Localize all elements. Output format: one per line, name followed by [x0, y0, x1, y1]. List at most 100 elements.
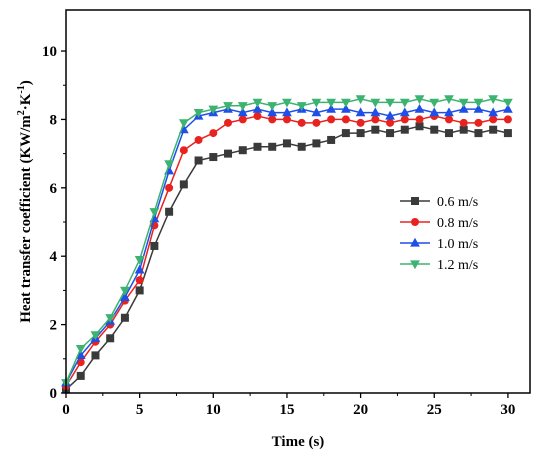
data-point-triangle-up — [252, 103, 263, 113]
y-tick-label: 0 — [50, 386, 58, 402]
data-point-triangle-down — [385, 98, 395, 108]
data-point-square — [76, 371, 85, 380]
data-point-triangle-up — [134, 264, 145, 274]
legend-label: 0.6 m/s — [437, 195, 478, 210]
plot-frame — [65, 9, 531, 394]
data-point-triangle-down — [429, 98, 440, 108]
data-point-triangle-down — [355, 95, 366, 105]
data-point-square — [120, 313, 129, 322]
y-axis-title-base: Heat transfer coefficient (KW/m — [18, 115, 34, 323]
x-tick-label: 5 — [136, 402, 144, 418]
x-tick-label: 10 — [206, 402, 221, 418]
y-axis-title-end: ) — [18, 80, 34, 85]
data-point-triangle-down — [164, 160, 174, 170]
data-point-triangle-up — [503, 103, 513, 113]
data-point-triangle-up — [473, 103, 484, 113]
data-point-triangle-down — [178, 119, 189, 129]
data-point-square — [282, 139, 291, 148]
data-point-triangle-down — [458, 98, 469, 108]
data-point-circle — [297, 118, 306, 127]
data-point-triangle-up — [458, 103, 469, 113]
data-point-triangle-down — [208, 105, 219, 115]
data-point-square — [150, 241, 159, 250]
data-point-circle — [253, 112, 262, 121]
data-point-square — [135, 286, 144, 295]
y-axis-title-mid: ·K — [18, 93, 34, 110]
data-point-square — [356, 129, 365, 138]
y-tick-label: 4 — [50, 249, 58, 265]
series-1-2-m-s — [61, 95, 513, 388]
data-point-triangle-down — [267, 102, 278, 111]
data-point-triangle-down — [252, 98, 263, 108]
data-point-square — [474, 129, 483, 138]
data-point-square — [489, 125, 498, 134]
data-point-square — [165, 207, 174, 216]
legend-item: 1.2 m/s — [400, 258, 478, 273]
data-point-circle — [371, 115, 380, 124]
data-point-square — [371, 125, 380, 134]
data-point-triangle-up — [444, 107, 454, 117]
data-point-square — [106, 334, 115, 343]
data-point-circle — [386, 118, 395, 127]
data-point-square — [386, 129, 395, 138]
data-point-triangle-up — [326, 103, 337, 113]
data-point-square — [224, 149, 233, 158]
data-point-triangle-down — [134, 256, 145, 265]
data-point-triangle-up — [370, 107, 381, 117]
legend: 0.6 m/s 0.8 m/s 1.0 m/s 1.2 m/s — [400, 195, 478, 273]
data-point-circle — [489, 115, 498, 124]
data-point-triangle-up — [399, 107, 410, 117]
x-tick-label: 0 — [62, 402, 70, 418]
data-point-triangle-down — [473, 98, 484, 108]
data-point-circle — [268, 115, 277, 124]
data-point-triangle-down — [149, 208, 160, 217]
data-point-square — [430, 125, 439, 134]
data-point-square — [410, 196, 419, 205]
data-point-square — [341, 129, 350, 138]
data-point-circle — [356, 118, 365, 127]
data-point-triangle-up — [429, 107, 440, 117]
y-tick-label: 6 — [50, 181, 58, 197]
data-point-circle — [444, 115, 453, 124]
data-point-triangle-down — [503, 98, 513, 108]
y-tick-label: 10 — [42, 44, 57, 60]
data-point-triangle-down — [444, 95, 454, 105]
data-point-triangle-up — [282, 107, 292, 117]
data-point-triangle-down — [399, 98, 410, 108]
data-point-square — [91, 351, 100, 360]
data-point-triangle-up — [237, 107, 248, 117]
data-point-triangle-down — [237, 102, 248, 111]
data-point-circle — [400, 115, 409, 124]
data-point-circle — [312, 118, 321, 127]
axes-layer — [65, 9, 531, 394]
data-point-circle — [459, 118, 468, 127]
data-point-triangle-up — [355, 107, 366, 117]
data-point-triangle-down — [90, 331, 101, 341]
data-point-circle — [238, 115, 247, 124]
x-tick-label: 30 — [500, 402, 515, 418]
data-point-triangle-up — [410, 237, 420, 247]
data-point-triangle-up — [120, 292, 130, 301]
data-point-circle — [503, 115, 512, 124]
data-point-square — [327, 135, 336, 144]
x-tick-label: 25 — [427, 402, 442, 418]
y-tick-label: 8 — [50, 112, 58, 128]
data-point-square — [238, 146, 247, 155]
legend-item: 0.6 m/s — [400, 195, 478, 210]
data-point-circle — [282, 115, 291, 124]
legend-item: 0.8 m/s — [400, 216, 478, 231]
data-point-circle — [410, 217, 419, 226]
data-point-square — [503, 129, 512, 138]
data-point-circle — [209, 129, 218, 138]
y-tick-label: 2 — [50, 318, 58, 334]
data-point-square — [459, 125, 468, 134]
ticks-layer: 0 5 10 15 20 25 30 0 2 4 6 8 10 — [42, 44, 515, 418]
data-point-triangle-down — [488, 95, 499, 105]
legend-item: 1.0 m/s — [400, 237, 478, 252]
data-point-square — [253, 142, 262, 151]
data-point-square — [400, 125, 409, 134]
data-point-square — [312, 139, 321, 148]
x-tick-label: 15 — [279, 402, 294, 418]
series-layer — [61, 95, 513, 394]
